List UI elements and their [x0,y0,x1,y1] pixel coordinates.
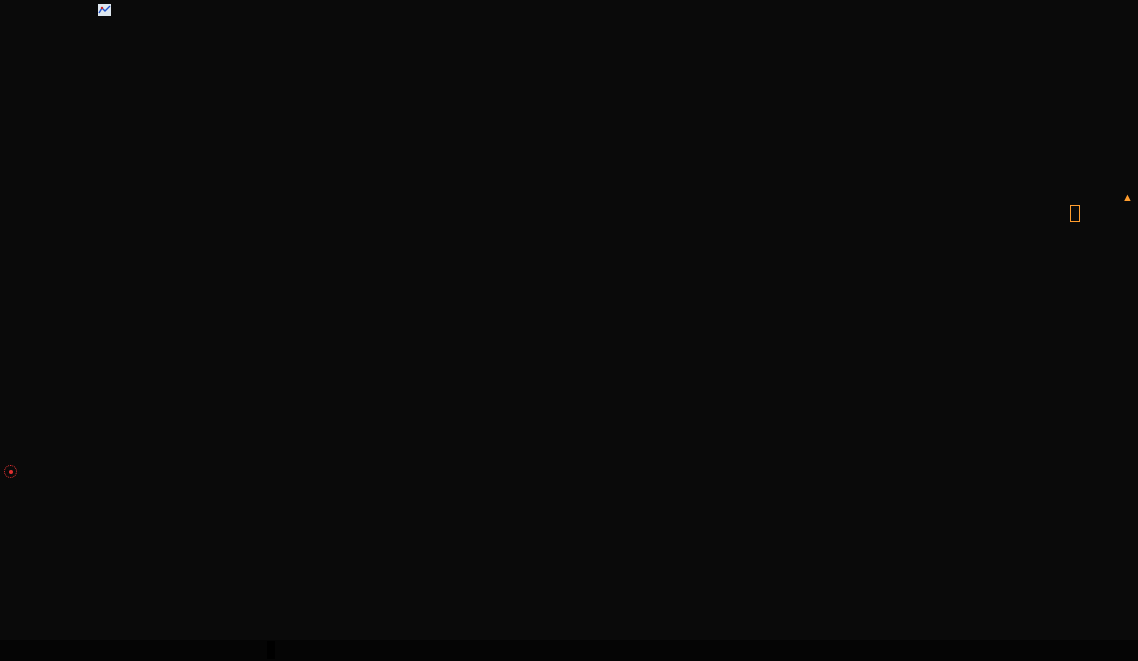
macd-header [71,461,98,477]
chart-type-icon[interactable] [98,4,111,16]
time-range-tooltip [267,641,275,659]
indicator-target-icon[interactable] [4,465,17,478]
time-axis-bar [0,640,1138,661]
current-price-label [1070,205,1080,222]
price-marker-arrow-icon: ▲ [1122,192,1133,204]
chart-header [71,2,147,18]
